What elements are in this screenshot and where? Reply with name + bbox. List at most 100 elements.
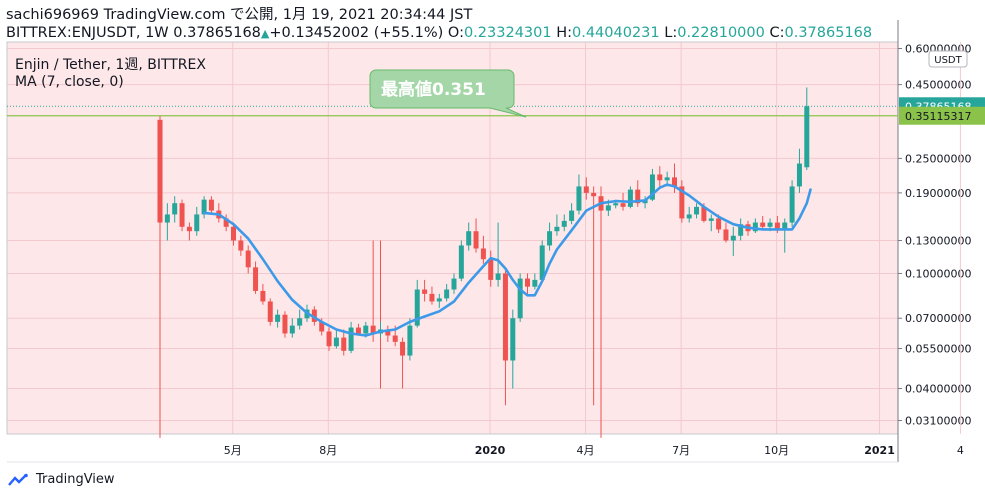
low-value: 0.22810000 — [677, 25, 765, 41]
candle-body — [613, 203, 619, 206]
candle-body — [333, 337, 339, 347]
candle-body — [495, 273, 501, 280]
candle-body — [591, 192, 597, 197]
candle-body — [326, 331, 332, 347]
candle-body — [774, 222, 780, 230]
candle-body — [605, 205, 611, 211]
currency-badge-bg — [928, 50, 968, 68]
candle-body — [422, 289, 428, 294]
y-tick-label: 0.25000000 — [905, 152, 971, 165]
candle-body — [466, 231, 472, 246]
candle-body — [627, 189, 633, 207]
candle-body — [510, 318, 516, 361]
y-tick-label: 0.03100000 — [905, 415, 971, 428]
candle-body — [414, 289, 420, 326]
up-arrow-icon: ▲ — [260, 27, 270, 40]
candle-body — [488, 259, 494, 280]
candle-body — [458, 245, 464, 279]
x-tick-label: 8月 — [319, 444, 337, 457]
candle-body — [179, 203, 185, 227]
annotation-callout: 最高値0.351 — [369, 69, 527, 118]
candle-body — [275, 314, 281, 322]
footer: TradingView — [8, 472, 115, 487]
candle-body — [480, 248, 486, 260]
candle-body — [701, 206, 707, 221]
annotation-text: 最高値0.351 — [381, 79, 486, 100]
symbol-title: Enjin / Tether, 1週, BITTREX — [15, 57, 206, 73]
y-tick-label: 0.04000000 — [905, 382, 971, 395]
low-label: L: — [664, 25, 678, 41]
indicator-label: MA (7, close, 0) — [15, 74, 124, 90]
candle-body — [451, 278, 457, 290]
candle-body — [223, 218, 229, 227]
candle-body — [679, 186, 685, 219]
candle-body — [657, 174, 663, 181]
candle-body — [554, 226, 560, 232]
tradingview-brand: TradingView — [36, 472, 115, 487]
publish-info: sachi696969 TradingView.com で公開, 1月 19, … — [6, 7, 473, 23]
candle-body — [752, 222, 758, 232]
candle-body — [400, 341, 406, 356]
candle-body — [672, 177, 677, 187]
candle-body — [436, 298, 442, 302]
y-tick-label: 0.05500000 — [905, 343, 971, 356]
resistance-price-label: 0.35115317 — [905, 110, 971, 123]
callout-bubble — [369, 69, 527, 118]
candle-body — [561, 220, 567, 227]
candle-body — [348, 327, 354, 351]
candle-body — [208, 199, 214, 211]
candle-body — [473, 231, 479, 249]
candle-body — [245, 250, 251, 268]
candle-body — [231, 226, 236, 241]
candle-body — [444, 289, 450, 299]
chart-header: sachi696969 TradingView.com で公開, 1月 19, … — [6, 6, 872, 42]
candle-body — [201, 199, 207, 215]
candle-body — [649, 174, 655, 200]
candle-body — [238, 240, 244, 251]
candle-body — [730, 235, 736, 241]
candle-body — [796, 163, 802, 187]
candle-body — [547, 231, 553, 246]
candle-body — [267, 301, 273, 322]
candle-body — [282, 314, 288, 334]
x-tick-label: 4月 — [577, 444, 595, 457]
symbol-price: BITTREX:ENJUSDT, 1W 0.37865168 — [6, 25, 261, 41]
price-change: +0.13452002 (+55.1%) — [269, 25, 444, 41]
candle-body — [789, 186, 795, 223]
y-tick-label: 0.13000000 — [905, 235, 971, 248]
time-axis — [7, 434, 898, 462]
open-label: O: — [447, 25, 464, 41]
candle-body — [767, 222, 773, 227]
candle-body — [370, 325, 376, 334]
x-tick-label: 2020 — [475, 444, 506, 457]
candle-body — [172, 203, 178, 215]
high-label: H: — [556, 25, 572, 41]
candle-body — [525, 278, 530, 287]
candle-body — [583, 186, 589, 193]
close-label: C: — [769, 25, 785, 41]
resistance-price-bg — [899, 106, 985, 125]
x-tick-label: 10月 — [764, 444, 789, 457]
candle-body — [760, 222, 766, 227]
candle-body — [253, 267, 259, 291]
candle-body — [157, 119, 163, 223]
candle-body — [716, 218, 722, 230]
close-value: 0.37865168 — [784, 25, 873, 41]
candle-body — [260, 290, 266, 302]
candle-body — [186, 226, 192, 232]
candle-body — [804, 106, 810, 168]
candle-body — [708, 218, 714, 221]
high-value: 0.44040231 — [572, 25, 660, 41]
x-tick-label: 7月 — [672, 444, 690, 457]
candle-body — [407, 325, 413, 356]
candle-body — [319, 321, 325, 332]
candle-body — [502, 273, 508, 361]
candle-body — [738, 224, 744, 236]
candle-body — [311, 309, 317, 322]
candle-body — [164, 214, 170, 223]
candle-body — [694, 206, 700, 215]
candle-body — [539, 245, 545, 280]
candle-body — [289, 325, 295, 334]
candle-body — [341, 337, 347, 351]
